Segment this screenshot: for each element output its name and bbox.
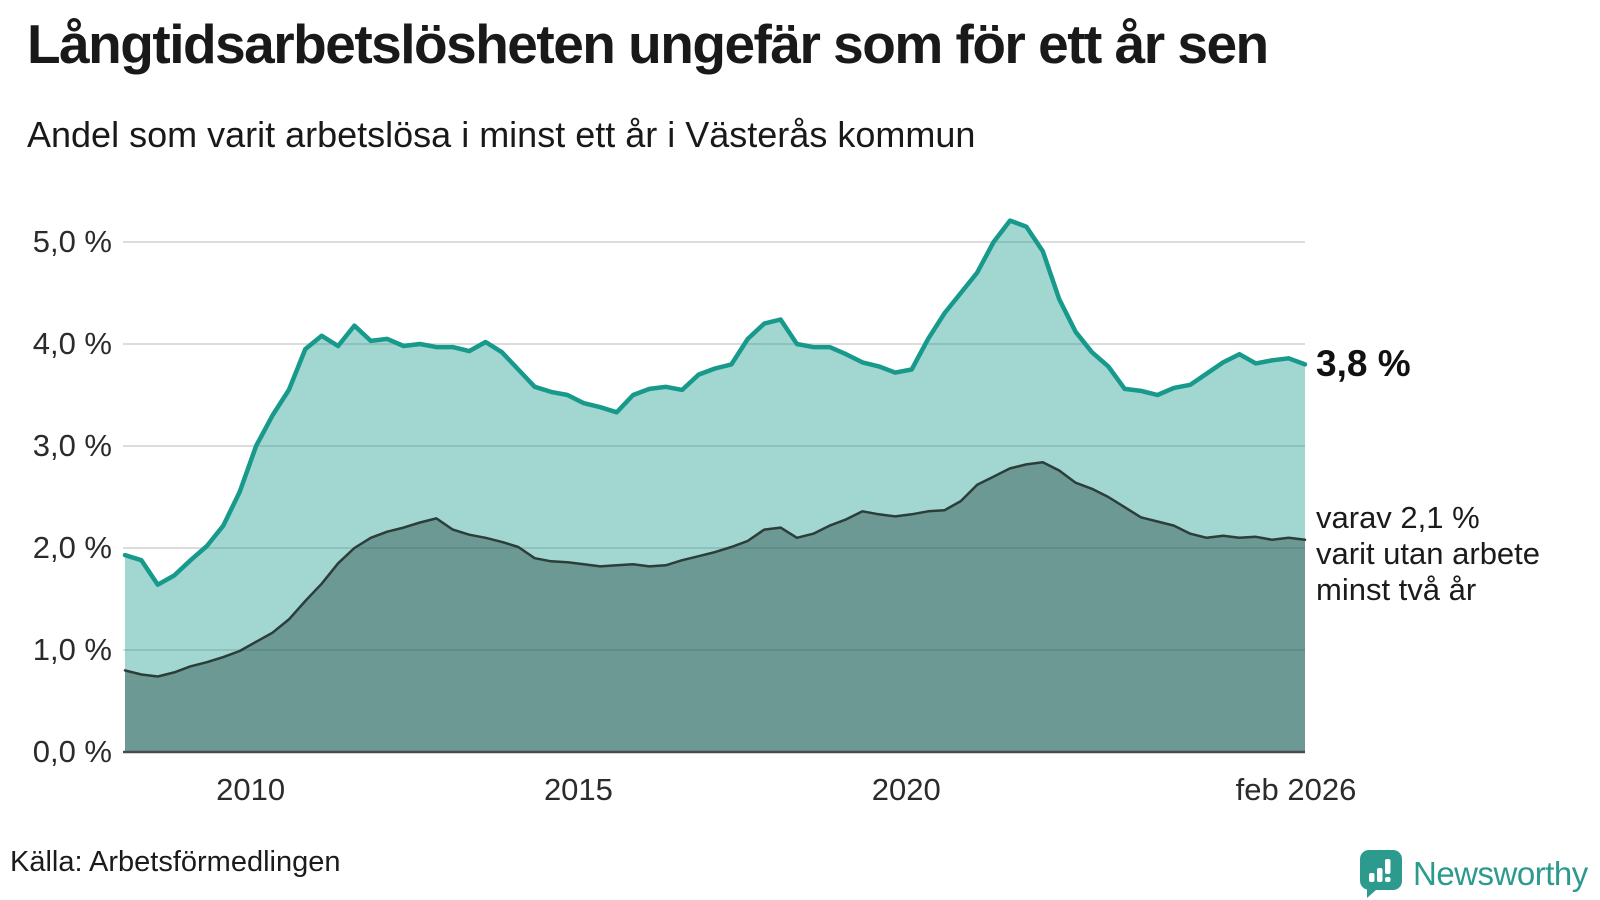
end-value-label: 3,8 %	[1316, 343, 1411, 385]
x-axis-tick: feb 2026	[1235, 772, 1357, 807]
series-area-1	[125, 462, 1305, 752]
y-axis-tick: 4,0 %	[32, 326, 112, 361]
annotation-line: varav 2,1 %	[1316, 499, 1480, 535]
x-axis-tick: 2015	[543, 772, 613, 807]
annotation-line: varit utan arbete	[1316, 535, 1541, 571]
chart-subtitle: Andel som varit arbetslösa i minst ett å…	[27, 114, 976, 155]
x-axis-tick: 2010	[216, 772, 286, 807]
y-axis-tick: 0,0 %	[32, 734, 112, 769]
secondary-annotation: varav 2,1 % varit utan arbete minst två …	[1316, 500, 1540, 608]
series-area-0	[125, 220, 1305, 753]
logo-wordmark: Newsworthy	[1413, 855, 1588, 892]
series-line-0	[122, 218, 1308, 587]
newsworthy-logo: Newsworthy	[1360, 850, 1588, 898]
series-line-1	[123, 461, 1307, 678]
y-axis-tick: 1,0 %	[32, 632, 112, 667]
x-axis-tick: 2020	[871, 772, 941, 807]
newsworthy-logo-icon	[1360, 850, 1402, 898]
source-note: Källa: Arbetsförmedlingen	[10, 846, 341, 878]
annotation-line: minst två år	[1316, 571, 1477, 607]
y-axis-tick: 5,0 %	[32, 224, 112, 259]
y-axis-tick: 3,0 %	[32, 428, 112, 463]
page-title: Långtidsarbetslösheten ungefär som för e…	[27, 13, 1269, 75]
y-axis-tick: 2,0 %	[32, 530, 112, 565]
